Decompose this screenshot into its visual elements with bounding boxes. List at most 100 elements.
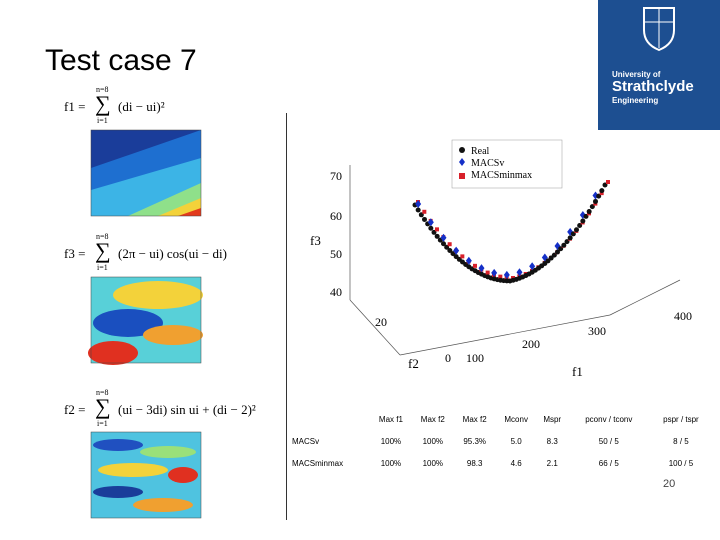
front-point (580, 218, 586, 224)
front-point (473, 263, 477, 268)
front-point (579, 210, 586, 219)
front-point (516, 268, 523, 277)
table-header-cell: Max f2 (462, 414, 487, 424)
front-point (428, 225, 434, 231)
y-tick-label: 0 (445, 351, 451, 365)
table-cell: 8 / 5 (673, 436, 689, 446)
contour-plot (90, 431, 202, 519)
legend-label: MACSminmax (471, 170, 532, 181)
x-tick-label: 300 (588, 324, 606, 338)
table-header-cell: Mconv (504, 414, 528, 424)
table-cell: 4.6 (510, 458, 522, 468)
front-point (465, 256, 472, 265)
divider (286, 113, 287, 520)
z-tick-label: 40 (330, 285, 342, 299)
page-number: 20 (663, 478, 676, 490)
table-cell: 100% (422, 458, 444, 468)
logo-text: University of (612, 70, 661, 79)
sum-upper: n=8 (96, 388, 109, 397)
contour-plot (88, 276, 203, 365)
front-point (574, 227, 579, 233)
table-cell: 100% (380, 436, 402, 446)
table-cell: 100 / 5 (668, 458, 694, 468)
sum-sign: ∑ (95, 394, 111, 419)
results-table: Max f1 Max f2 Max f2 Mconv Mspr pconv / tconv… (292, 408, 712, 474)
front-point (422, 216, 427, 222)
front-point (498, 274, 503, 279)
front-point (440, 233, 447, 242)
sum-sign: ∑ (95, 91, 111, 116)
front-point (593, 198, 598, 204)
logo-text: Strathclyde (612, 78, 694, 95)
table-cell: 100% (422, 436, 444, 446)
front-point (434, 233, 440, 239)
sum-upper: n=8 (96, 232, 109, 241)
formula-lhs: f3 = (64, 246, 86, 261)
front-point (447, 242, 452, 247)
table-cell: MACSv (292, 436, 320, 446)
front-point (606, 180, 610, 184)
table-cell: 2.1 (546, 458, 558, 468)
x-tick-label: 100 (466, 351, 484, 365)
z-tick-label: 70 (330, 169, 342, 183)
contour-plot (90, 129, 202, 217)
front-point (548, 255, 554, 261)
front-point (435, 227, 439, 232)
front-point (529, 262, 536, 271)
table-cell: 50 / 5 (598, 436, 619, 446)
front-point (478, 264, 485, 273)
slide-title: Test case 7 (45, 44, 197, 77)
table-header-cell: pspr / tspr (663, 414, 699, 424)
front-point (555, 249, 560, 255)
front-point (453, 246, 460, 255)
logo-crest (643, 7, 675, 52)
front-point (586, 209, 592, 215)
formula-lhs: f1 = (64, 99, 86, 114)
front-point (567, 235, 573, 241)
formula-body: (2π − ui) cos(ui − di) (118, 246, 227, 261)
table-cell: 98.3 (466, 458, 483, 468)
table-header-row: Max f1 Max f2 Max f2 Mconv Mspr pconv / tconv… (292, 408, 712, 430)
front-point (561, 242, 567, 248)
front-point (427, 218, 434, 227)
sum-lower: i=1 (97, 263, 108, 272)
table-row: MACSv 100% 100% 95.3% 5.0 8.3 50 / 5 8 / 5 (292, 430, 712, 452)
x-axis-label: f1 (572, 364, 583, 379)
sum-sign: ∑ (95, 238, 111, 263)
table-cell: 8.3 (546, 436, 558, 446)
table-cell: 66 / 5 (598, 458, 619, 468)
y-axis-label: f2 (408, 356, 419, 371)
table-cell: MACSminmax (292, 458, 344, 468)
table-row: MACSminmax 100% 100% 98.3 4.6 2.1 66 / 5 100 / … (292, 452, 712, 474)
x-tick-label: 400 (674, 309, 692, 323)
front-point (485, 270, 490, 275)
front-point (441, 241, 446, 247)
legend-label: Real (471, 146, 490, 157)
z-axis-label: f3 (310, 233, 321, 248)
table-header-cell (292, 408, 370, 430)
sum-lower: i=1 (97, 116, 108, 125)
logo-text: Engineering (612, 96, 659, 105)
table-cell: 100% (380, 458, 402, 468)
table-cell: 5.0 (510, 436, 522, 446)
sum-lower: i=1 (97, 419, 108, 428)
table-header-cell: Max f1 (378, 414, 403, 424)
table-header-cell: Max f2 (420, 414, 445, 424)
z-tick-label: 50 (330, 247, 342, 261)
sum-upper: n=8 (96, 85, 109, 94)
front-point (422, 209, 427, 214)
formula-body: (ui − 3di) sin ui + (di − 2)² (118, 402, 256, 417)
front-point (447, 248, 453, 254)
table-cell: 95.3% (463, 436, 487, 446)
formula-lhs: f2 = (64, 402, 86, 417)
table-header-cell: pconv / tconv (585, 414, 633, 424)
logo: University of Strathclyde Engineering (598, 0, 720, 130)
front-point (491, 268, 498, 277)
legend-label: MACSv (471, 158, 504, 169)
z-tick-label: 60 (330, 209, 342, 223)
table-header-cell: Mspr (543, 414, 562, 424)
front-point (460, 254, 465, 259)
y-tick-label: 20 (375, 315, 387, 329)
